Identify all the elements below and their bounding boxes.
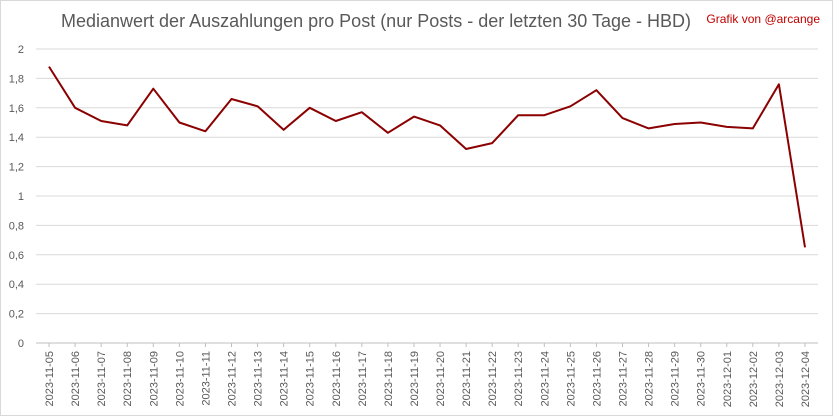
x-tick-label: 2023-11-21 [461,351,473,406]
y-tick-label: 1,6 [9,103,24,115]
x-tick-label: 2023-11-24 [539,351,551,406]
y-tick-label: 0,4 [9,279,24,291]
x-tick-label: 2023-11-12 [227,351,239,406]
x-tick-label: 2023-11-13 [253,351,265,406]
x-tick-label: 2023-12-04 [800,351,812,407]
chart-title: Medianwert der Auszahlungen pro Post (nu… [61,11,691,31]
y-tick-label: 0,2 [9,309,24,321]
x-tick-label: 2023-11-05 [44,351,56,406]
x-tick-label: 2023-12-02 [748,351,760,407]
x-tick-label: 2023-11-17 [357,351,369,406]
y-tick-label: 1,8 [9,73,24,85]
y-tick-label: 1,2 [9,162,24,174]
chart-credit: Grafik von @arcange [706,12,820,26]
x-tick-label: 2023-11-26 [591,351,603,406]
y-tick-label: 0 [18,338,24,350]
x-tick-label: 2023-11-09 [148,351,160,406]
x-tick-label: 2023-11-28 [644,351,656,406]
y-tick-label: 1,4 [9,132,24,144]
x-tick-label: 2023-11-11 [200,351,212,406]
x-tick-label: 2023-11-14 [279,351,291,406]
x-tick-label: 2023-11-07 [96,351,108,406]
x-tick-label: 2023-12-03 [774,351,786,407]
x-tick-label: 2023-11-22 [487,351,499,406]
x-tick-label: 2023-11-25 [565,351,577,406]
x-tick-label: 2023-11-18 [383,351,395,406]
x-tick-label: 2023-11-16 [331,351,343,406]
x-tick-label: 2023-11-08 [122,351,134,406]
x-tick-label: 2023-12-01 [722,351,734,407]
x-tick-label: 2023-11-23 [513,351,525,406]
y-tick-label: 0,8 [9,220,24,232]
x-tick-label: 2023-11-15 [305,351,317,406]
x-tick-label: 2023-11-20 [435,351,447,406]
series-line [48,66,806,248]
x-tick-label: 2023-11-29 [670,351,682,406]
y-tick-label: 2 [18,44,24,56]
y-tick-label: 0,6 [9,250,24,262]
x-tick-label: 2023-11-30 [696,351,708,406]
x-tick-label: 2023-11-06 [70,351,82,406]
y-tick-label: 1 [18,191,24,203]
x-tick-label: 2023-11-10 [174,351,186,406]
x-tick-label: 2023-11-19 [409,351,421,406]
x-tick-label: 2023-11-27 [618,351,630,406]
